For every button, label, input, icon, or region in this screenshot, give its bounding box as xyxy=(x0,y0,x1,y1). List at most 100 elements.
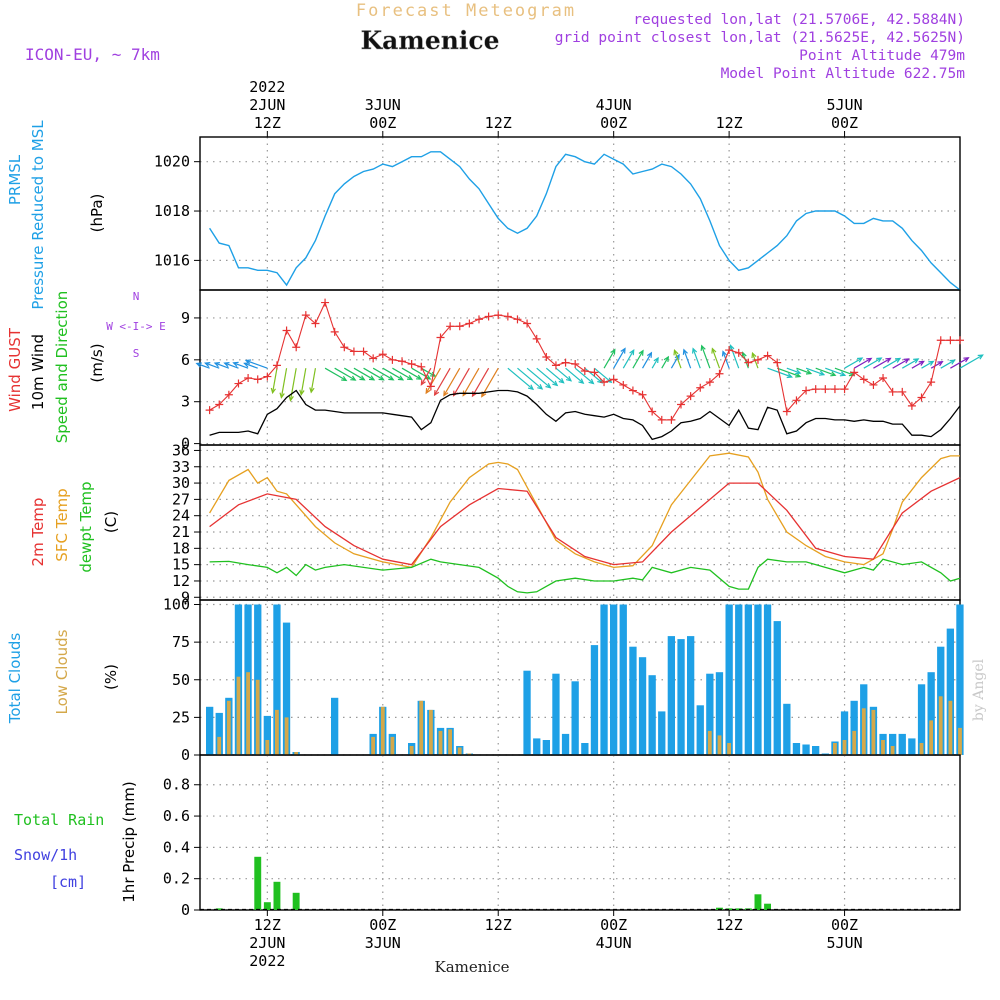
low-cloud-bar xyxy=(457,747,462,755)
total-cloud-bar xyxy=(706,673,714,755)
total-cloud-bar xyxy=(773,621,781,755)
wind-arrow-head xyxy=(928,360,935,366)
gust-point xyxy=(542,353,551,362)
wind-arrow xyxy=(272,368,278,393)
gust-point xyxy=(532,334,541,343)
wind-arrow xyxy=(711,348,721,369)
low-cloud-bar xyxy=(833,743,837,755)
top-hour-label: 12Z xyxy=(485,114,512,132)
gust-point xyxy=(927,378,936,387)
wind-arrow xyxy=(701,345,711,369)
panel-pressure: 1016 1018 1020 PRMSL Pressure Reduced to MSL… xyxy=(6,120,961,310)
wind-label-gust: Wind GUST xyxy=(6,327,24,412)
bottom-day-label: 2JUN xyxy=(249,934,285,952)
low-cloud-bar xyxy=(438,730,443,755)
wind-arrow-head xyxy=(433,390,440,397)
wind-arrow-head xyxy=(204,362,211,368)
bottom-day-label: 5JUN xyxy=(826,934,862,952)
dewpt-line xyxy=(209,558,961,594)
y-tick-label: 27 xyxy=(172,490,190,508)
gust-point xyxy=(224,390,233,399)
y-tick-label: 6 xyxy=(181,351,190,369)
wind-arrow xyxy=(892,358,909,369)
pressure-label-prmsl: PRMSL xyxy=(6,154,24,205)
top-year-label: 2022 xyxy=(249,78,285,96)
gust-point xyxy=(282,326,291,335)
wind-arrow xyxy=(921,360,934,369)
low-cloud-bar xyxy=(929,720,933,755)
gust-point xyxy=(763,351,772,360)
y-tick-label: 18 xyxy=(172,539,190,557)
rain-bar xyxy=(292,892,300,910)
gust-point xyxy=(244,373,253,382)
wind-direction-arrows xyxy=(195,344,984,402)
wind-arrow xyxy=(844,357,863,369)
gust-point xyxy=(782,407,791,416)
gust-point xyxy=(484,312,493,321)
gust-point xyxy=(657,415,666,424)
wind-arrow-head xyxy=(818,370,826,376)
wind-arrow xyxy=(233,362,249,369)
wind-arrow xyxy=(453,367,470,396)
gust-point xyxy=(590,368,599,377)
wind-arrow-head xyxy=(913,358,920,364)
precip-label-snow: Snow/1h xyxy=(14,846,77,864)
wind-arrow-head xyxy=(903,358,910,364)
precip-label-cm: [cm] xyxy=(50,873,86,891)
gust-point xyxy=(696,383,705,392)
wind-arrow-head xyxy=(223,362,230,368)
low-cloud-bar xyxy=(217,736,222,755)
wind-arrow-head xyxy=(270,387,276,395)
total-cloud-bar xyxy=(946,628,954,755)
wind-arrow-head xyxy=(866,357,873,363)
wind-arrow xyxy=(661,356,669,369)
low-cloud-bar xyxy=(938,696,943,755)
panel-wind: 0 3 6 9 Wind GUST 10m Wind Speed and Direction… xyxy=(6,289,984,453)
wind-arrow xyxy=(613,348,626,369)
gust-point xyxy=(369,354,378,363)
wind-arrow xyxy=(673,350,682,369)
wind-arrow xyxy=(434,367,451,396)
total-cloud-bar xyxy=(715,672,724,755)
wind-arrow xyxy=(517,367,543,390)
bottom-hour-label: 00Z xyxy=(831,916,858,934)
wind-arrow xyxy=(324,367,347,381)
wind-arrow xyxy=(777,367,801,378)
wind-arrow xyxy=(565,367,584,384)
wind-arrow-head xyxy=(653,356,659,364)
wind-arrow xyxy=(280,368,288,398)
gust-point xyxy=(388,355,397,364)
gust-point xyxy=(802,386,811,395)
panels: 1016 1018 1020 PRMSL Pressure Reduced to MSL… xyxy=(6,120,984,919)
total-cloud-bar xyxy=(667,636,675,755)
gust-point xyxy=(744,358,753,367)
total-cloud-bar xyxy=(812,746,820,755)
wind-arrow-head xyxy=(443,390,449,397)
gust-point xyxy=(821,385,830,394)
total-cloud-bar xyxy=(610,604,618,755)
wind-arrow-head xyxy=(977,354,984,360)
precip-label-unit: 1hr Precip (mm) xyxy=(120,781,138,902)
y-tick-label: 0.8 xyxy=(163,776,190,794)
wind-arrow xyxy=(729,345,740,369)
low-cloud-bar xyxy=(861,708,866,755)
gust-point xyxy=(253,375,262,384)
bottom-hour-label: 12Z xyxy=(716,916,743,934)
wind-arrow-head xyxy=(830,371,837,377)
gust-point xyxy=(234,379,243,388)
total-cloud-bar xyxy=(889,733,897,755)
top-day-label: 5JUN xyxy=(826,96,862,114)
wind-arrow xyxy=(873,357,891,369)
wind-arrow xyxy=(959,354,983,369)
wind-arrow-head xyxy=(406,375,414,381)
wind-arrow-head xyxy=(545,382,552,389)
bottom-day-label: 4JUN xyxy=(596,934,632,952)
low-cloud-bar xyxy=(236,676,241,755)
total-cloud-bar xyxy=(533,738,541,755)
total-cloud-bar xyxy=(677,639,685,755)
total-cloud-bar xyxy=(802,744,810,755)
low-cloud-bar xyxy=(727,743,731,755)
model-point-altitude: Model Point Altitude 622.75m xyxy=(721,66,966,82)
wind-arrow xyxy=(372,367,394,381)
